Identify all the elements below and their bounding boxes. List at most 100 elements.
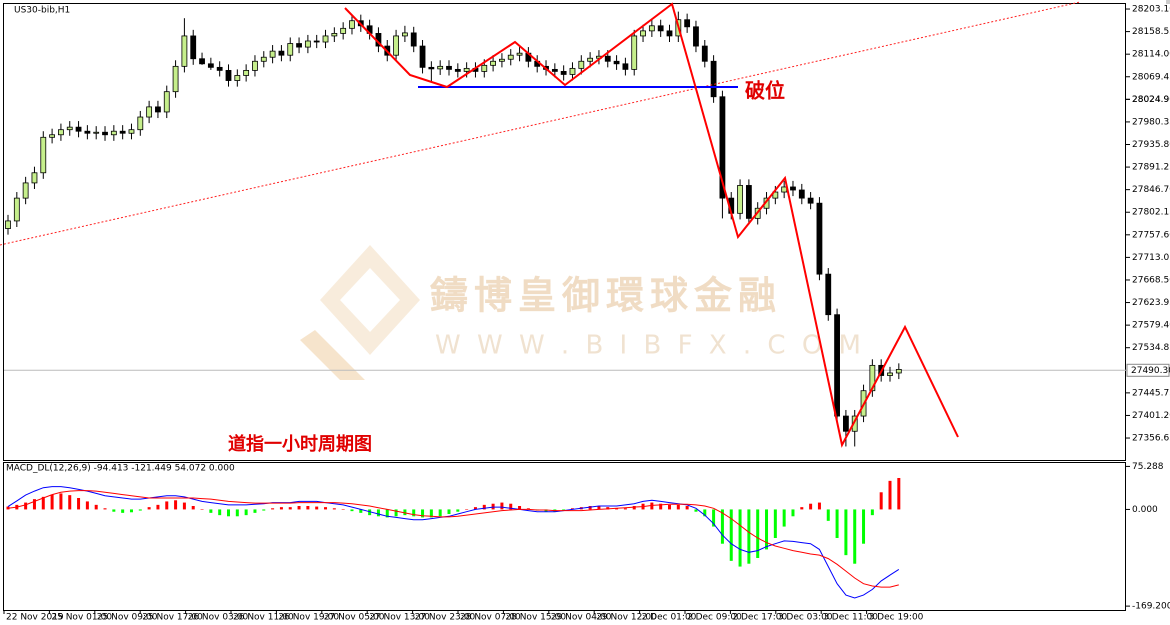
candle-body <box>393 35 399 56</box>
x-tick-label: 26 Nov 19:00 <box>278 613 339 623</box>
histogram-bar <box>332 508 336 510</box>
histogram-bar <box>747 509 751 564</box>
y-tick-label: 28069.45 <box>1132 72 1170 82</box>
histogram-bar <box>324 507 328 510</box>
histogram-bar <box>50 494 54 510</box>
histogram-bar <box>703 509 707 517</box>
histogram-bar <box>156 504 160 510</box>
candle-body <box>190 35 197 60</box>
histogram-bar <box>429 509 433 518</box>
histogram-bar <box>879 492 883 510</box>
candle-body <box>499 58 505 62</box>
x-tick-label: 27 Nov 13:00 <box>369 613 430 623</box>
candle-body <box>401 32 408 37</box>
histogram-bar <box>68 495 72 510</box>
histogram-bar <box>165 501 169 510</box>
watermark-logo <box>300 245 420 380</box>
x-tick-label: 3 Dec 03:00 <box>778 613 833 623</box>
x-tick-label: 28 Nov 15:00 <box>505 613 566 623</box>
histogram-bar <box>588 506 592 510</box>
histogram-bar <box>809 503 813 510</box>
candle-body <box>304 40 311 48</box>
trend-line <box>0 1 1081 246</box>
histogram-bar <box>394 509 398 517</box>
candle-body <box>631 35 638 70</box>
candle-body <box>666 30 673 37</box>
histogram-bar <box>235 509 239 517</box>
histogram-bar <box>24 502 28 510</box>
candle-body <box>181 35 188 67</box>
candle-body <box>234 75 241 81</box>
candle-body <box>719 96 726 199</box>
current-price-box <box>1126 363 1170 377</box>
histogram-bar <box>720 509 724 544</box>
histogram-bar <box>447 509 451 514</box>
histogram-bar <box>817 502 821 510</box>
candle-body <box>622 63 629 70</box>
x-tick-label: 26 Nov 11:00 <box>233 613 294 623</box>
histogram-bar <box>138 509 142 511</box>
price-panel <box>3 3 1126 461</box>
candle-body <box>84 130 91 134</box>
candle-body <box>207 63 214 68</box>
histogram-bar <box>253 509 257 513</box>
candle-body <box>745 185 752 219</box>
candle-body <box>834 314 840 417</box>
y-tick-label: 27935.80 <box>1132 140 1170 150</box>
candle-body <box>701 45 708 62</box>
histogram-bar <box>862 509 866 544</box>
chart-label: 道指一小时周期图 <box>228 433 372 455</box>
x-tick-label: 28 Nov 07:00 <box>460 613 521 623</box>
histogram-bar <box>174 500 178 510</box>
histogram-bar <box>712 509 716 527</box>
histogram-bar <box>112 509 116 512</box>
histogram-bar <box>518 506 522 510</box>
candle-body <box>110 130 117 136</box>
candle-body <box>119 130 126 134</box>
candle-body <box>428 66 435 70</box>
histogram-bar <box>632 506 636 510</box>
candle-body <box>296 43 302 48</box>
histogram-bar <box>676 504 680 510</box>
candle-body <box>313 40 320 43</box>
candle-body <box>146 106 153 118</box>
watermark: 鑄博皇御環球金融 <box>430 274 782 318</box>
candle-body <box>463 67 470 72</box>
histogram-bar <box>853 509 857 564</box>
x-tick-label: 26 Nov 03:00 <box>188 613 249 623</box>
signal-line <box>7 490 899 588</box>
current-price-label: 27490.30 <box>1131 366 1170 376</box>
y-tick-label: 27668.50 <box>1132 275 1170 285</box>
histogram-bar <box>306 506 310 510</box>
histogram-bar <box>271 508 275 510</box>
histogram-bar <box>403 509 407 516</box>
x-tick-label: 3 Dec 19:00 <box>869 613 924 623</box>
candle-body <box>349 20 355 29</box>
candle-body <box>322 35 329 43</box>
candle-body <box>798 189 805 199</box>
candle-body <box>216 66 223 71</box>
candle-body <box>693 26 699 47</box>
candle-body <box>128 129 135 134</box>
histogram-bar <box>32 499 36 510</box>
histogram-bar <box>129 509 133 513</box>
y-tick-label: 27891.25 <box>1132 163 1170 173</box>
histogram-bar <box>835 509 839 538</box>
histogram-bar <box>800 507 804 510</box>
x-tick-label: 27 Nov 23:00 <box>415 613 476 623</box>
histogram-bar <box>412 509 416 517</box>
histogram-bar <box>897 478 901 510</box>
candle-body <box>93 131 100 134</box>
candle-body <box>419 45 426 68</box>
macd-panel <box>3 462 1126 611</box>
x-tick-label: 25 Nov 09:00 <box>97 613 158 623</box>
candle-body <box>137 116 144 131</box>
candle-body <box>49 134 55 138</box>
y-tick-label: 28203.10 <box>1132 5 1170 15</box>
histogram-bar <box>244 509 248 516</box>
candle-body <box>269 50 276 58</box>
candle-body <box>454 68 461 72</box>
candle-body <box>790 186 796 191</box>
y-tick-label: 27846.70 <box>1132 185 1170 195</box>
y-tick-label: 27757.60 <box>1132 230 1170 240</box>
